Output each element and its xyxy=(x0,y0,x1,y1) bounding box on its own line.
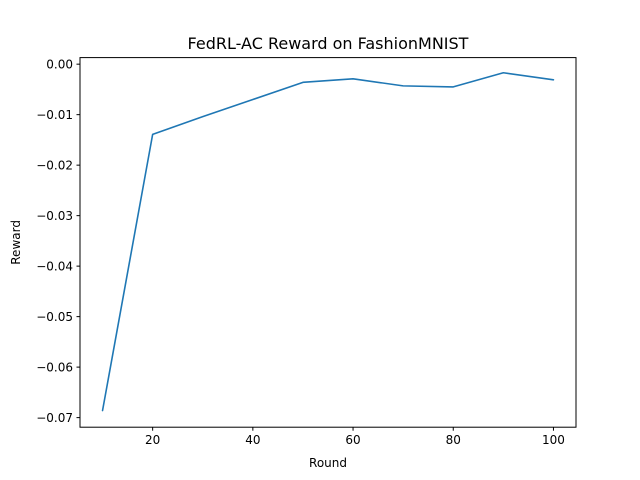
chart-title: FedRL-AC Reward on FashionMNIST xyxy=(188,34,469,53)
y-tick-label: −0.02 xyxy=(36,158,73,172)
y-axis: −0.07 −0.06 −0.05 −0.04 −0.03 −0.02 −0.01 0.00 xyxy=(36,57,80,425)
y-tick-label: 0.00 xyxy=(46,57,73,71)
y-tick-label: −0.06 xyxy=(36,360,73,374)
series-line xyxy=(101,71,555,412)
y-tick-label: −0.01 xyxy=(36,108,73,122)
y-tick-label: −0.05 xyxy=(36,310,73,324)
x-axis: 20 40 60 80 100 xyxy=(145,427,565,447)
plot-frame xyxy=(79,57,577,428)
x-tick-label: 100 xyxy=(542,433,565,447)
y-axis-label: Reward xyxy=(9,220,23,265)
x-tick-label: 60 xyxy=(345,433,360,447)
x-tick-label: 40 xyxy=(245,433,260,447)
x-tick-label: 80 xyxy=(446,433,461,447)
x-axis-label: Round xyxy=(309,456,347,470)
series-group xyxy=(101,71,555,412)
y-tick-label: −0.07 xyxy=(36,411,73,425)
x-tick-label: 20 xyxy=(145,433,160,447)
y-tick-label: −0.04 xyxy=(36,259,73,273)
y-tick-label: −0.03 xyxy=(36,209,73,223)
